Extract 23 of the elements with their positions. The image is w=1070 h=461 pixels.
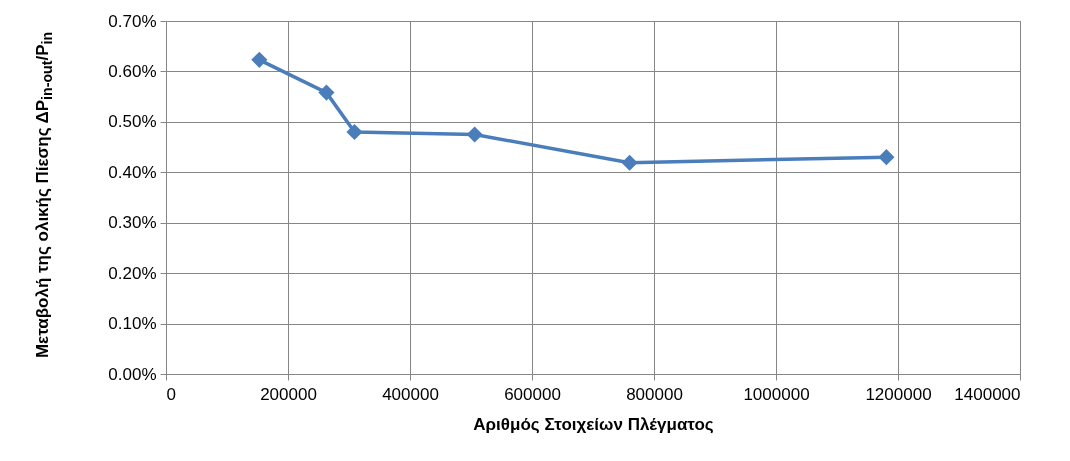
y-tick-label: 0.30%: [108, 213, 157, 233]
x-tick-label: 1000000: [743, 384, 810, 404]
y-tick-label: 0.50%: [108, 112, 157, 132]
y-tick-label: 0.00%: [108, 364, 157, 384]
x-tick-label: 600000: [504, 384, 561, 404]
point: [318, 84, 335, 101]
y-tick-label: 0.20%: [108, 263, 157, 283]
x-tick-label: 200000: [260, 384, 317, 404]
y-tick-label: 0.70%: [108, 11, 157, 31]
point: [251, 51, 268, 68]
point: [878, 149, 895, 166]
y-tick-label: 0.60%: [108, 61, 157, 81]
x-tick-label: 0: [166, 384, 176, 404]
x-tick-label: 800000: [626, 384, 683, 404]
x-tick-label: 400000: [382, 384, 439, 404]
x-axis-title: Αριθμός Στοιχείων Πλέγματος: [473, 414, 714, 434]
point: [466, 126, 483, 143]
x-tick-label: 1400000: [954, 384, 1021, 404]
point: [621, 154, 638, 171]
point: [346, 123, 363, 140]
x-tick-label: 1200000: [865, 384, 932, 404]
y-tick-label: 0.40%: [108, 162, 157, 182]
y-tick-label: 0.10%: [108, 314, 157, 334]
